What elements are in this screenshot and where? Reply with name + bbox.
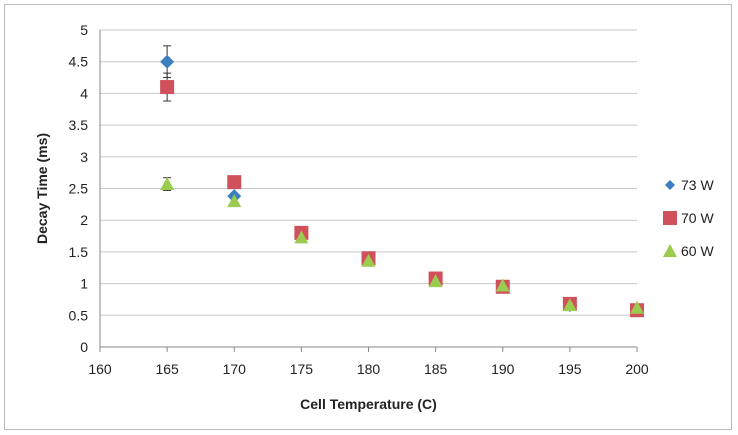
data-point-70w (160, 80, 175, 95)
data-point-60w (630, 300, 644, 314)
data-point-73w (160, 54, 175, 69)
y-axis-title: Decay Time (ms) (34, 133, 50, 244)
legend-item-73w: 73 W (665, 177, 714, 193)
y-tick-label: 0 (80, 339, 88, 355)
data-point-60w (428, 274, 443, 288)
y-tick-label: 3.5 (69, 117, 89, 133)
legend-item-60w: 60 W (663, 243, 714, 259)
y-tick-label: 1.5 (69, 244, 89, 260)
data-point-60w (361, 253, 376, 267)
y-tick-labels: 0 0.5 1 1.5 2 2.5 3 3.5 4 4.5 5 (69, 22, 89, 355)
y-tick-label: 3 (80, 149, 88, 165)
x-tick-label: 190 (491, 361, 515, 377)
data-point-60w (227, 194, 242, 208)
data-point-60w (294, 230, 309, 244)
legend-item-70w: 70 W (663, 210, 714, 226)
y-tick-label: 4 (80, 85, 88, 101)
legend-label: 70 W (681, 210, 714, 226)
x-tick-label: 170 (223, 361, 247, 377)
y-tick-label: 4.5 (69, 54, 89, 70)
y-tick-label: 2 (80, 212, 88, 228)
grid-lines (100, 29, 637, 316)
x-tick-label: 180 (357, 361, 381, 377)
legend-marker-73w (665, 180, 675, 190)
data-point-60w (562, 298, 577, 312)
y-tick-label: 5 (80, 22, 88, 38)
legend-label: 60 W (681, 243, 714, 259)
y-tick-label: 2.5 (69, 181, 89, 197)
chart-frame (4, 4, 732, 430)
legend-marker-60w (663, 244, 677, 257)
x-tick-label: 195 (558, 361, 582, 377)
y-tick-label: 1 (80, 276, 88, 292)
data-point-60w (160, 177, 175, 191)
data-points (160, 54, 644, 318)
x-tick-label: 175 (290, 361, 314, 377)
data-point-70w (227, 175, 242, 190)
legend-label: 73 W (681, 177, 714, 193)
x-tick-label: 165 (155, 361, 179, 377)
y-tick-label: 0.5 (69, 307, 89, 323)
axes (99, 30, 638, 352)
x-tick-label: 160 (88, 361, 112, 377)
x-axis-title: Cell Temperature (C) (300, 396, 437, 412)
data-point-60w (495, 278, 510, 292)
x-tick-label: 185 (424, 361, 448, 377)
x-tick-labels: 160 165 170 175 180 185 190 195 200 (88, 361, 649, 377)
x-tick-label: 200 (625, 361, 649, 377)
legend: 73 W 70 W 60 W (663, 177, 714, 259)
legend-marker-70w (663, 211, 677, 225)
